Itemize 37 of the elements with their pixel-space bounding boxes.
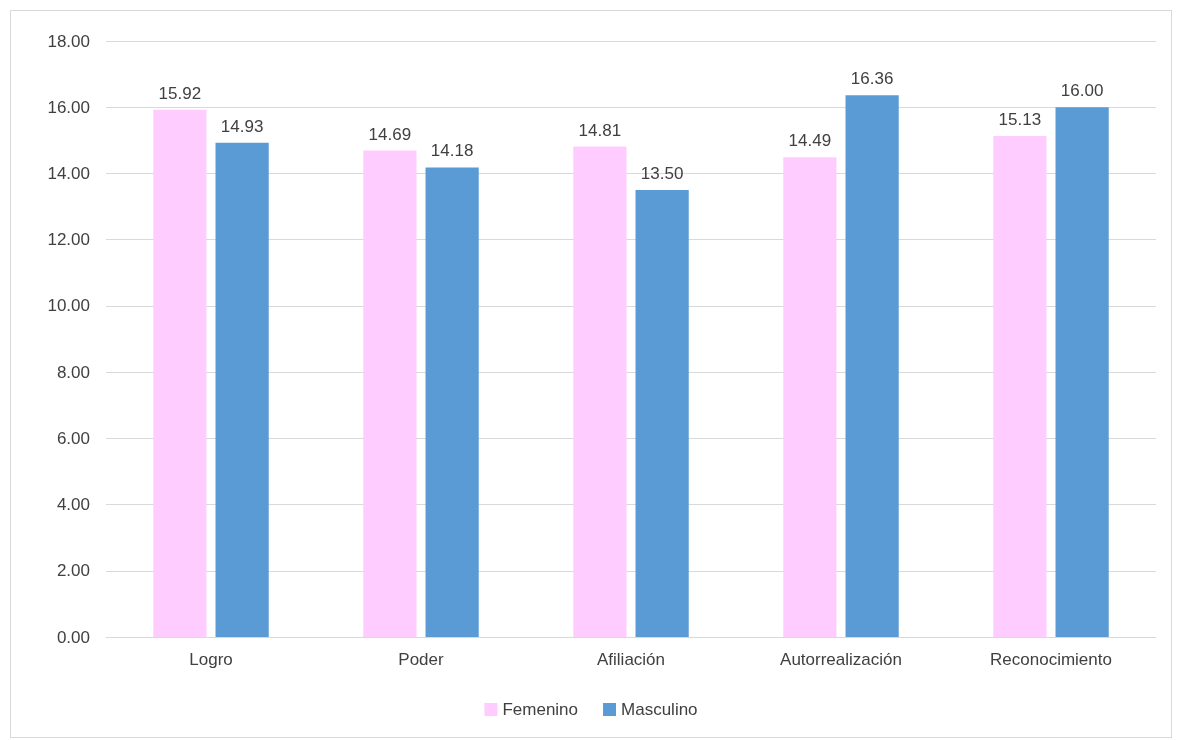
bar [845,95,899,637]
data-label: 14.49 [788,131,832,151]
y-tick-label: 10.00 [47,296,90,316]
data-label: 15.13 [998,110,1042,130]
y-tick-label: 4.00 [56,495,90,515]
bar [783,157,837,637]
y-tick-label: 16.00 [47,97,90,117]
bar [573,146,627,637]
y-tick-label: 18.00 [47,31,90,51]
x-tick-label: Reconocimiento [990,650,1112,669]
data-label: 14.69 [368,124,412,144]
y-tick-label: 6.00 [56,428,90,448]
data-label: 14.18 [430,141,474,161]
data-label: 13.50 [640,164,684,183]
y-tick-label: 14.00 [47,163,90,183]
x-tick-label: Autorrealización [780,650,902,669]
bar [363,150,417,637]
bar [635,190,689,637]
y-tick-label: 0.00 [56,627,90,647]
bar [993,136,1047,637]
bar [1055,107,1109,637]
data-label: 14.81 [578,120,622,140]
bar [215,142,269,637]
legend-label: Femenino [502,700,579,719]
y-tick-label: 8.00 [56,362,90,382]
y-tick-label: 2.00 [56,561,90,581]
data-label: 16.00 [1060,81,1104,101]
legend-label: Masculino [621,700,698,719]
data-label: 16.36 [850,69,894,89]
x-tick-label: Poder [398,650,445,669]
bar [153,109,207,637]
data-label: 14.93 [220,116,264,136]
data-label: 15.92 [158,83,202,103]
bar [425,167,479,637]
x-tick-label: Afiliación [596,650,666,669]
x-tick-label: Logro [189,650,233,669]
y-tick-label: 12.00 [47,230,90,250]
